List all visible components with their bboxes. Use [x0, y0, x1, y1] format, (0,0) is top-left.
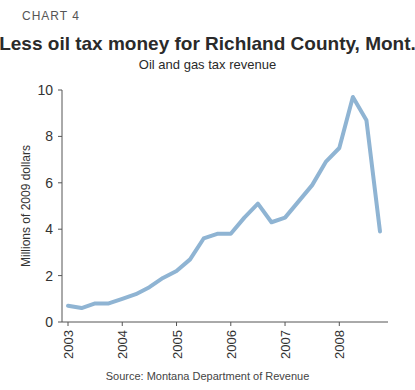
x-tick: [230, 322, 231, 326]
subtitle: Oil and gas tax revenue: [139, 57, 276, 72]
y-axis-label: Millions of 2009 dollars: [19, 145, 33, 267]
x-tick: [339, 322, 340, 326]
x-tick: [285, 322, 286, 326]
y-tick-label: 8: [45, 128, 53, 144]
x-tick: [176, 322, 177, 326]
x-tick-label: 2005: [170, 330, 185, 359]
y-tick: [58, 322, 62, 323]
y-axis: [62, 90, 63, 322]
title: Less oil tax money for Richland County, …: [0, 33, 415, 54]
y-tick: [58, 229, 62, 230]
y-tick: [58, 275, 62, 276]
y-tick-label: 2: [45, 268, 53, 284]
source: Source: Montana Department of Revenue: [106, 370, 310, 382]
y-tick-label: 6: [45, 175, 53, 191]
chart-number: CHART 4: [22, 9, 80, 23]
y-tick: [58, 136, 62, 137]
y-tick: [58, 182, 62, 183]
plot-area: [68, 97, 380, 308]
chart: CHART 4 Less oil tax money for Richland C…: [0, 0, 415, 390]
x-tick-label: 2008: [332, 330, 347, 359]
revenue-line: [68, 97, 380, 308]
x-tick: [68, 322, 69, 326]
y-tick: [58, 90, 62, 91]
y-tick-label: 4: [45, 221, 53, 237]
x-tick-label: 2006: [224, 330, 239, 359]
y-tick-label: 0: [45, 314, 53, 330]
x-tick: [122, 322, 123, 326]
y-tick-label: 10: [37, 82, 53, 98]
x-tick-label: 2007: [278, 330, 293, 359]
x-tick-label: 2003: [61, 330, 76, 359]
x-tick-label: 2004: [115, 330, 130, 359]
